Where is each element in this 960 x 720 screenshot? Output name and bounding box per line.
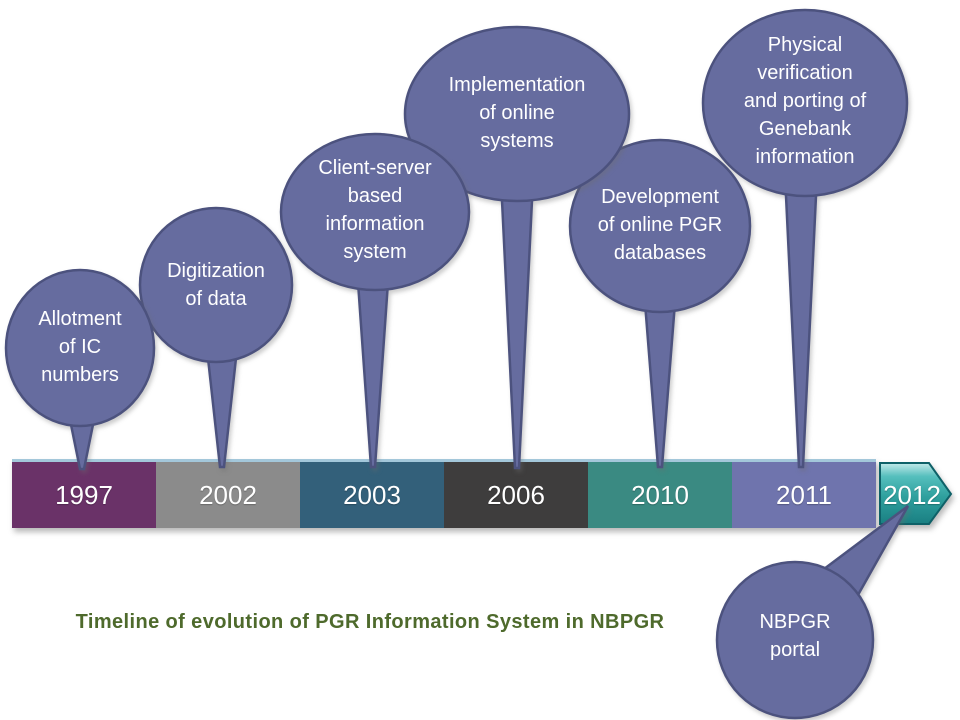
timeline-bar [12,459,953,528]
timeline-top-highlight [12,459,876,463]
bubble-allotment-ic-numbers-shape [4,268,156,428]
timeline-segment-2010 [588,462,732,528]
bubble-physical-verification-shape [701,8,909,198]
bubble-online-systems [403,25,631,470]
bubble-digitization-of-data [138,206,294,469]
bubble-online-pgr-databases-shape [568,138,752,314]
bubble-digitization-of-data-shape [138,206,294,364]
timeline-arrow-2012 [879,462,953,525]
timeline-segment-1997 [12,462,156,528]
timeline-segment-2006 [444,462,588,528]
bubble-physical-verification [701,8,909,469]
bubble-nbpgr-portal-shape [715,560,875,720]
timeline-segment-2003 [300,462,444,528]
bubble-online-pgr-databases-pointer [642,288,678,469]
timeline-segment-2002 [156,462,300,528]
bubble-online-pgr-databases [568,138,752,469]
bubble-client-server-system-pointer [355,266,391,469]
bubble-client-server-system [279,132,471,469]
bubble-online-systems-shape [403,25,631,203]
bubble-allotment-ic-numbers [4,268,156,471]
bubble-online-systems-pointer [499,178,535,470]
bubble-client-server-system-shape [279,132,471,292]
timeline-caption: Timeline of evolution of PGR Information… [75,611,665,633]
bubble-physical-verification-pointer [783,173,819,469]
timeline-segment-2011 [732,462,876,528]
bubble-nbpgr-portal [715,505,910,720]
